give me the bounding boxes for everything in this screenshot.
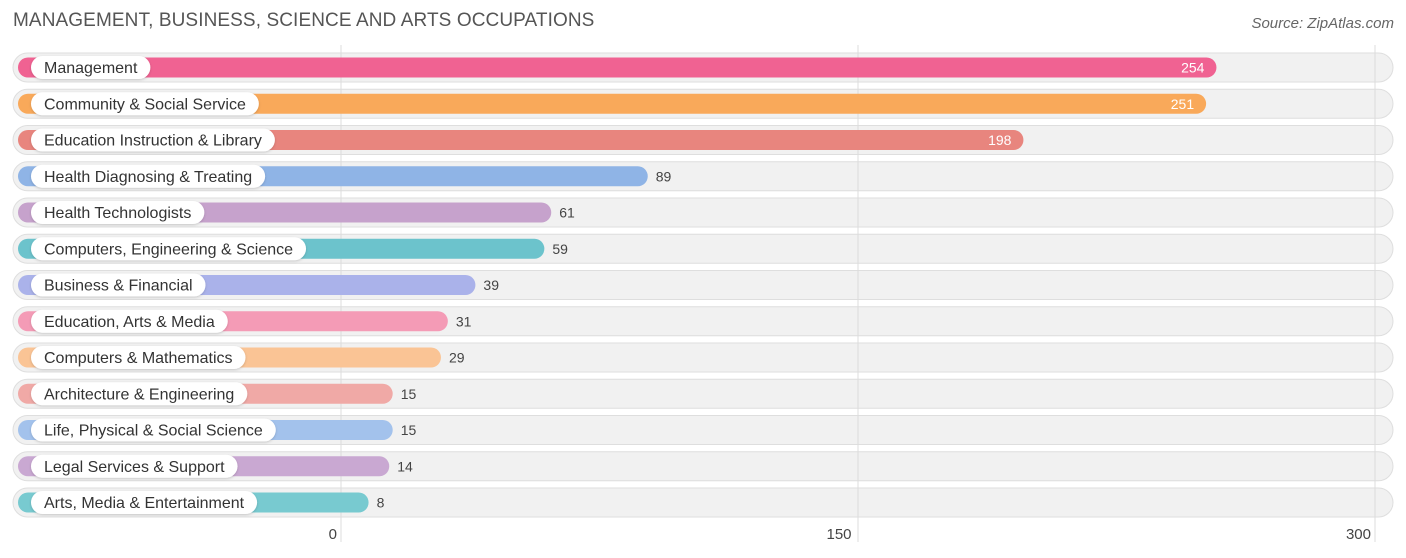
category-label: Arts, Media & Entertainment (44, 495, 245, 512)
source-note: Source: ZipAtlas.com (1251, 15, 1394, 32)
chart-title: MANAGEMENT, BUSINESS, SCIENCE AND ARTS O… (13, 10, 595, 31)
category-label: Community & Social Service (44, 96, 246, 113)
category-label-pill (31, 237, 307, 261)
category-label: Legal Services & Support (44, 459, 225, 476)
category-label: Education, Arts & Media (44, 314, 215, 331)
chart-bars: Management 254 Community & Social Service 2… (18, 56, 1217, 514)
category-label: Business & Financial (44, 278, 193, 295)
category-label: Life, Physical & Social Science (44, 423, 263, 440)
category-label: Architecture & Engineering (44, 386, 234, 403)
category-label-pill (31, 128, 275, 152)
value-label: 59 (552, 241, 568, 257)
value-label: 15 (401, 422, 417, 438)
x-tick-label: 0 (329, 526, 337, 543)
x-tick-label: 300 (1346, 526, 1371, 543)
category-label: Health Technologists (44, 205, 191, 222)
category-label-pill (31, 491, 258, 514)
value-label: 29 (449, 350, 465, 366)
value-label: 198 (988, 132, 1012, 148)
category-label-pill (31, 164, 266, 188)
category-label-pill (31, 382, 248, 406)
category-label-pill (31, 454, 238, 478)
category-label-pill (31, 92, 259, 116)
category-label-pill (31, 346, 246, 369)
value-label: 89 (656, 168, 672, 184)
value-label: 8 (377, 495, 385, 511)
bar (18, 93, 1207, 114)
value-label: 31 (456, 313, 472, 329)
category-label: Health Diagnosing & Treating (44, 169, 252, 186)
category-label-pill (31, 56, 151, 79)
x-tick-label: 150 (826, 526, 851, 543)
category-label: Management (44, 60, 138, 77)
value-label: 251 (1171, 96, 1195, 112)
category-label-pill (31, 418, 276, 442)
value-label: 39 (483, 277, 499, 293)
category-label-pill (31, 201, 205, 224)
category-label-pill (31, 273, 206, 297)
category-label: Computers & Mathematics (44, 350, 233, 367)
value-label: 254 (1181, 60, 1205, 76)
value-label: 61 (559, 205, 575, 221)
category-label: Education Instruction & Library (44, 133, 262, 150)
bar (18, 57, 1217, 78)
x-axis-ticks: 0 150 300 (329, 526, 1371, 543)
value-label: 15 (401, 386, 417, 402)
value-label: 14 (397, 458, 413, 474)
category-label-pill (31, 309, 228, 333)
category-label: Computers, Engineering & Science (44, 241, 293, 258)
